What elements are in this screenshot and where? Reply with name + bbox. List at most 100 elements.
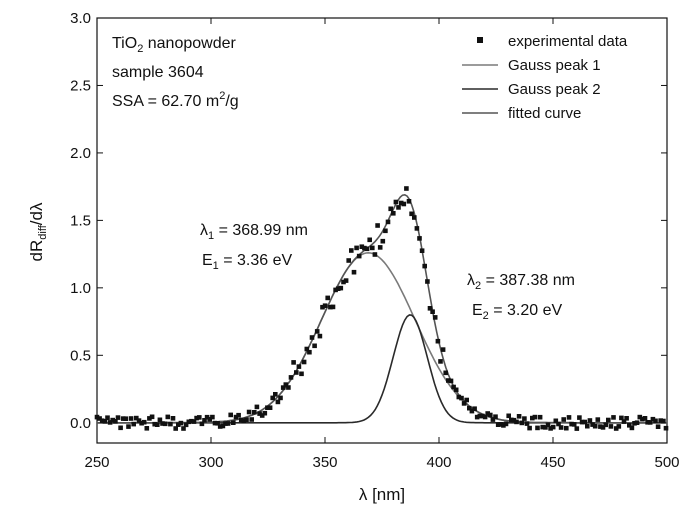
data-point [412,215,417,220]
data-point [288,375,294,380]
data-point [640,416,645,422]
x-tick-label: 450 [540,454,565,471]
data-point [228,412,233,418]
data-point [451,384,456,390]
data-point [265,405,270,410]
data-point [522,416,527,421]
y-tick-label: 0.0 [70,415,91,432]
data-point [299,371,304,377]
legend-label-gauss2: Gauss peak 2 [508,81,601,98]
data-point [663,425,669,431]
data-point [613,426,619,431]
data-point [183,422,189,428]
data-point [642,416,648,421]
data-point [346,258,351,263]
legend-label-gauss1: Gauss peak 1 [508,57,601,74]
data-point [134,415,139,421]
data-point [107,420,113,425]
data-point [199,421,205,427]
data-point [396,205,401,210]
data-point [280,385,286,390]
data-point [377,245,383,250]
data-point [338,285,344,291]
y-tick-label: 1.5 [70,212,91,229]
data-point [294,370,299,375]
data-point [472,406,477,411]
data-point [467,405,472,411]
data-point [509,417,514,423]
data-point [514,419,519,425]
data-point [495,422,501,427]
y-tick-label: 1.0 [70,280,91,297]
data-point [632,421,637,426]
data-point [558,425,564,430]
data-point [267,405,273,410]
data-point [650,416,656,422]
data-point [367,237,372,243]
data-point [577,415,582,420]
series-gauss-peak-1 [97,251,667,424]
data-point [440,347,446,352]
data-point [380,238,386,244]
data-point [343,278,349,283]
data-point [354,245,359,251]
data-point [207,417,212,422]
data-point [254,404,260,410]
data-point [333,287,338,293]
data-point [225,421,231,426]
data-point [448,378,454,384]
y-tick-label: 0.5 [70,347,91,364]
data-point [545,422,551,428]
data-point [432,315,438,320]
data-point [115,415,121,420]
data-point [653,418,658,424]
data-point [186,419,192,425]
data-point [464,397,469,403]
legend-label-fitted: fitted curve [508,105,581,122]
data-point [320,304,325,310]
data-point [477,413,483,419]
data-point [113,419,118,424]
data-point [259,413,265,418]
data-point [317,333,323,339]
data-point [645,420,650,425]
data-point [417,236,422,241]
peak1-energy: E1 = 3.36 eV [202,252,293,272]
sample-id: sample 3604 [112,64,204,81]
data-point [590,422,595,427]
data-point [600,425,606,430]
data-point [118,425,123,431]
data-point [511,417,517,423]
curves [97,193,667,424]
data-point [485,411,490,416]
data-point [246,409,252,415]
data-point [217,424,223,429]
data-point [165,414,171,420]
data-point [634,420,640,425]
data-point [194,415,199,421]
data-point [474,414,480,420]
data-point [141,419,147,425]
data-point [283,382,289,387]
data-point [105,415,110,420]
data-point [330,304,336,310]
data-point [307,349,312,355]
data-point [162,421,168,427]
data-point [574,426,580,431]
data-point [325,295,330,301]
data-point [139,420,144,426]
data-point [409,211,414,217]
data-point [406,199,412,204]
data-point [102,419,108,424]
data-point [341,279,346,285]
data-point [149,414,155,420]
data-point [296,364,302,369]
peak1-lambda: λ1 = 368.99 nm [200,222,308,242]
data-point [621,419,627,424]
data-point [655,424,661,429]
data-point [647,420,653,425]
data-point [202,418,207,423]
sample-material: TiO2 nanopowder [112,35,237,55]
data-point [488,412,493,418]
